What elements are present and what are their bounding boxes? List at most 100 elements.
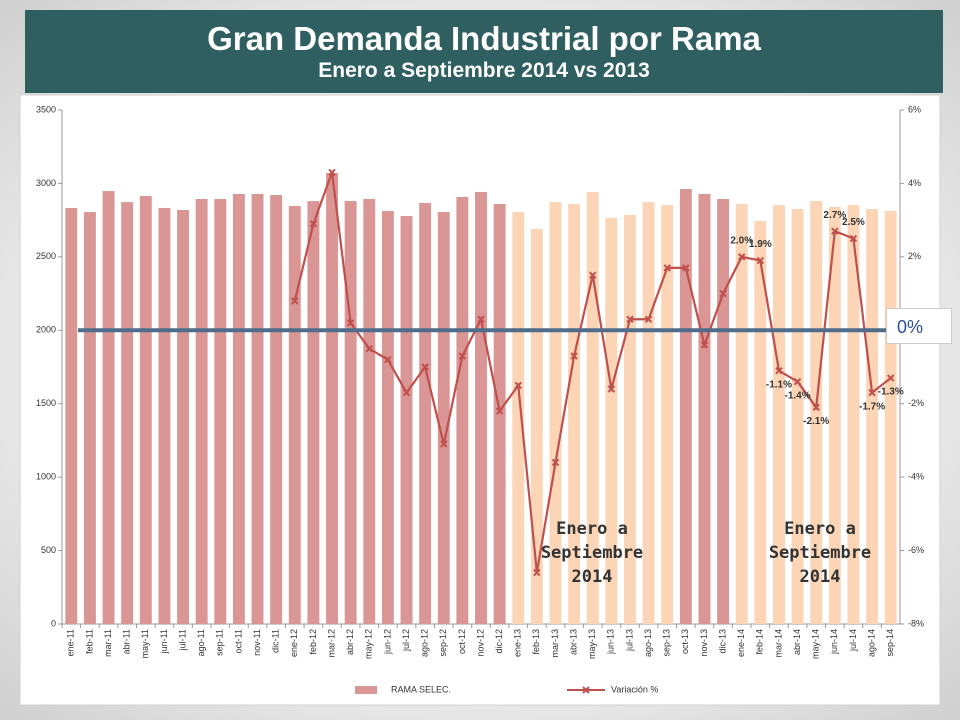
line-marker <box>421 363 429 371</box>
line-marker <box>793 377 802 386</box>
bar <box>177 210 190 625</box>
bar <box>456 196 469 624</box>
bar <box>791 208 804 624</box>
data-label: 2.7% <box>823 210 846 221</box>
x-tick-label: ene-13 <box>513 629 523 657</box>
header-banner: Gran Demanda Industrial por Rama Enero a… <box>25 10 943 93</box>
data-label: 2.0% <box>730 235 753 246</box>
chart-title: Gran Demanda Industrial por Rama <box>207 20 761 57</box>
bar <box>530 228 543 624</box>
line-marker <box>644 315 653 323</box>
x-tick-label: feb-14 <box>755 629 765 655</box>
line-marker <box>495 407 504 415</box>
x-tick-label: jul-11 <box>177 629 187 651</box>
y2-tick-label: -4% <box>908 472 924 482</box>
line-marker <box>886 374 895 382</box>
x-tick-label: ago-11 <box>196 629 206 656</box>
y2-tick-label: -2% <box>908 398 924 408</box>
x-tick-label: jun-12 <box>382 629 392 655</box>
bar <box>772 205 785 624</box>
bar <box>363 198 376 624</box>
x-tick-label: ene-11 <box>66 629 76 656</box>
y-tick-label: 500 <box>41 545 56 555</box>
line-marker <box>346 319 355 327</box>
x-tick-label: dic-11 <box>271 629 281 653</box>
x-tick-label: jun-13 <box>606 629 616 655</box>
x-tick-label: dic-12 <box>494 629 504 654</box>
y-tick-label: 1500 <box>36 398 56 408</box>
y2-tick-label: -6% <box>908 545 924 555</box>
line-marker <box>291 297 299 305</box>
x-tick-label: ene-12 <box>289 629 299 657</box>
x-tick-label: feb-12 <box>308 629 318 655</box>
bar <box>586 191 599 624</box>
x-tick-label: jun-14 <box>829 629 839 655</box>
line-marker <box>384 355 392 364</box>
x-tick-label: abr-13 <box>568 629 578 655</box>
x-tick-label: may-13 <box>587 629 597 659</box>
bar <box>326 173 338 624</box>
y2-tick-label: 6% <box>908 104 921 114</box>
x-tick-label: sep-14 <box>885 629 895 657</box>
bar <box>847 205 860 624</box>
bar <box>65 207 78 624</box>
x-tick-label: mar-12 <box>326 629 336 658</box>
data-label: 1.9% <box>749 239 772 250</box>
legend-swatch <box>582 686 590 694</box>
line-marker <box>663 264 671 272</box>
line-marker <box>812 403 820 412</box>
x-tick-label: mar-11 <box>103 629 113 657</box>
x-tick-label: may-11 <box>140 629 150 658</box>
line-marker <box>607 385 616 393</box>
bar <box>121 202 134 625</box>
line-marker <box>849 234 858 243</box>
x-tick-label: oct-12 <box>457 629 467 654</box>
line-marker <box>328 168 336 177</box>
reference-label: 0% <box>886 308 952 344</box>
data-label: -1.4% <box>785 390 811 401</box>
x-tick-label: nov-12 <box>475 629 485 657</box>
y-tick-label: 3500 <box>36 104 56 114</box>
x-tick-label: ago-13 <box>643 629 653 657</box>
data-label: -2.1% <box>803 416 829 427</box>
line-marker <box>756 256 765 265</box>
y-tick-label: 2000 <box>36 325 56 335</box>
x-tick-label: may-12 <box>364 629 374 659</box>
chart-subtitle: Enero a Septiembre 2014 vs 2013 <box>318 59 650 82</box>
line-marker <box>868 388 876 397</box>
bar <box>698 194 711 624</box>
x-tick-label: abr-11 <box>122 629 132 654</box>
line-marker <box>589 271 597 279</box>
line-marker <box>533 568 541 577</box>
x-tick-label: mar-13 <box>550 629 560 658</box>
line-marker <box>309 220 318 228</box>
x-tick-label: sep-12 <box>438 629 448 657</box>
line-marker <box>551 458 560 467</box>
line-marker <box>458 352 467 360</box>
x-tick-label: ene-14 <box>736 629 746 657</box>
bar <box>624 215 636 624</box>
legend-label: Variación % <box>611 684 658 694</box>
y-tick-label: 2500 <box>36 251 56 261</box>
data-label: -1.1% <box>766 379 792 390</box>
y-tick-label: 0 <box>51 618 56 628</box>
bar <box>810 201 823 624</box>
bar <box>139 196 152 624</box>
bar <box>232 194 245 624</box>
line-marker <box>719 289 727 298</box>
x-tick-label: feb-13 <box>531 629 541 655</box>
bar <box>512 212 525 624</box>
bar <box>83 212 96 624</box>
y2-tick-label: -8% <box>908 618 924 628</box>
bar <box>195 198 208 624</box>
bar <box>605 217 618 624</box>
x-tick-label: jul-12 <box>401 629 411 652</box>
legend-swatch <box>355 686 377 694</box>
data-label: -1.3% <box>878 387 904 398</box>
bar <box>102 191 115 625</box>
bar <box>400 216 413 624</box>
y-tick-label: 1000 <box>36 472 56 482</box>
bar <box>884 211 897 624</box>
